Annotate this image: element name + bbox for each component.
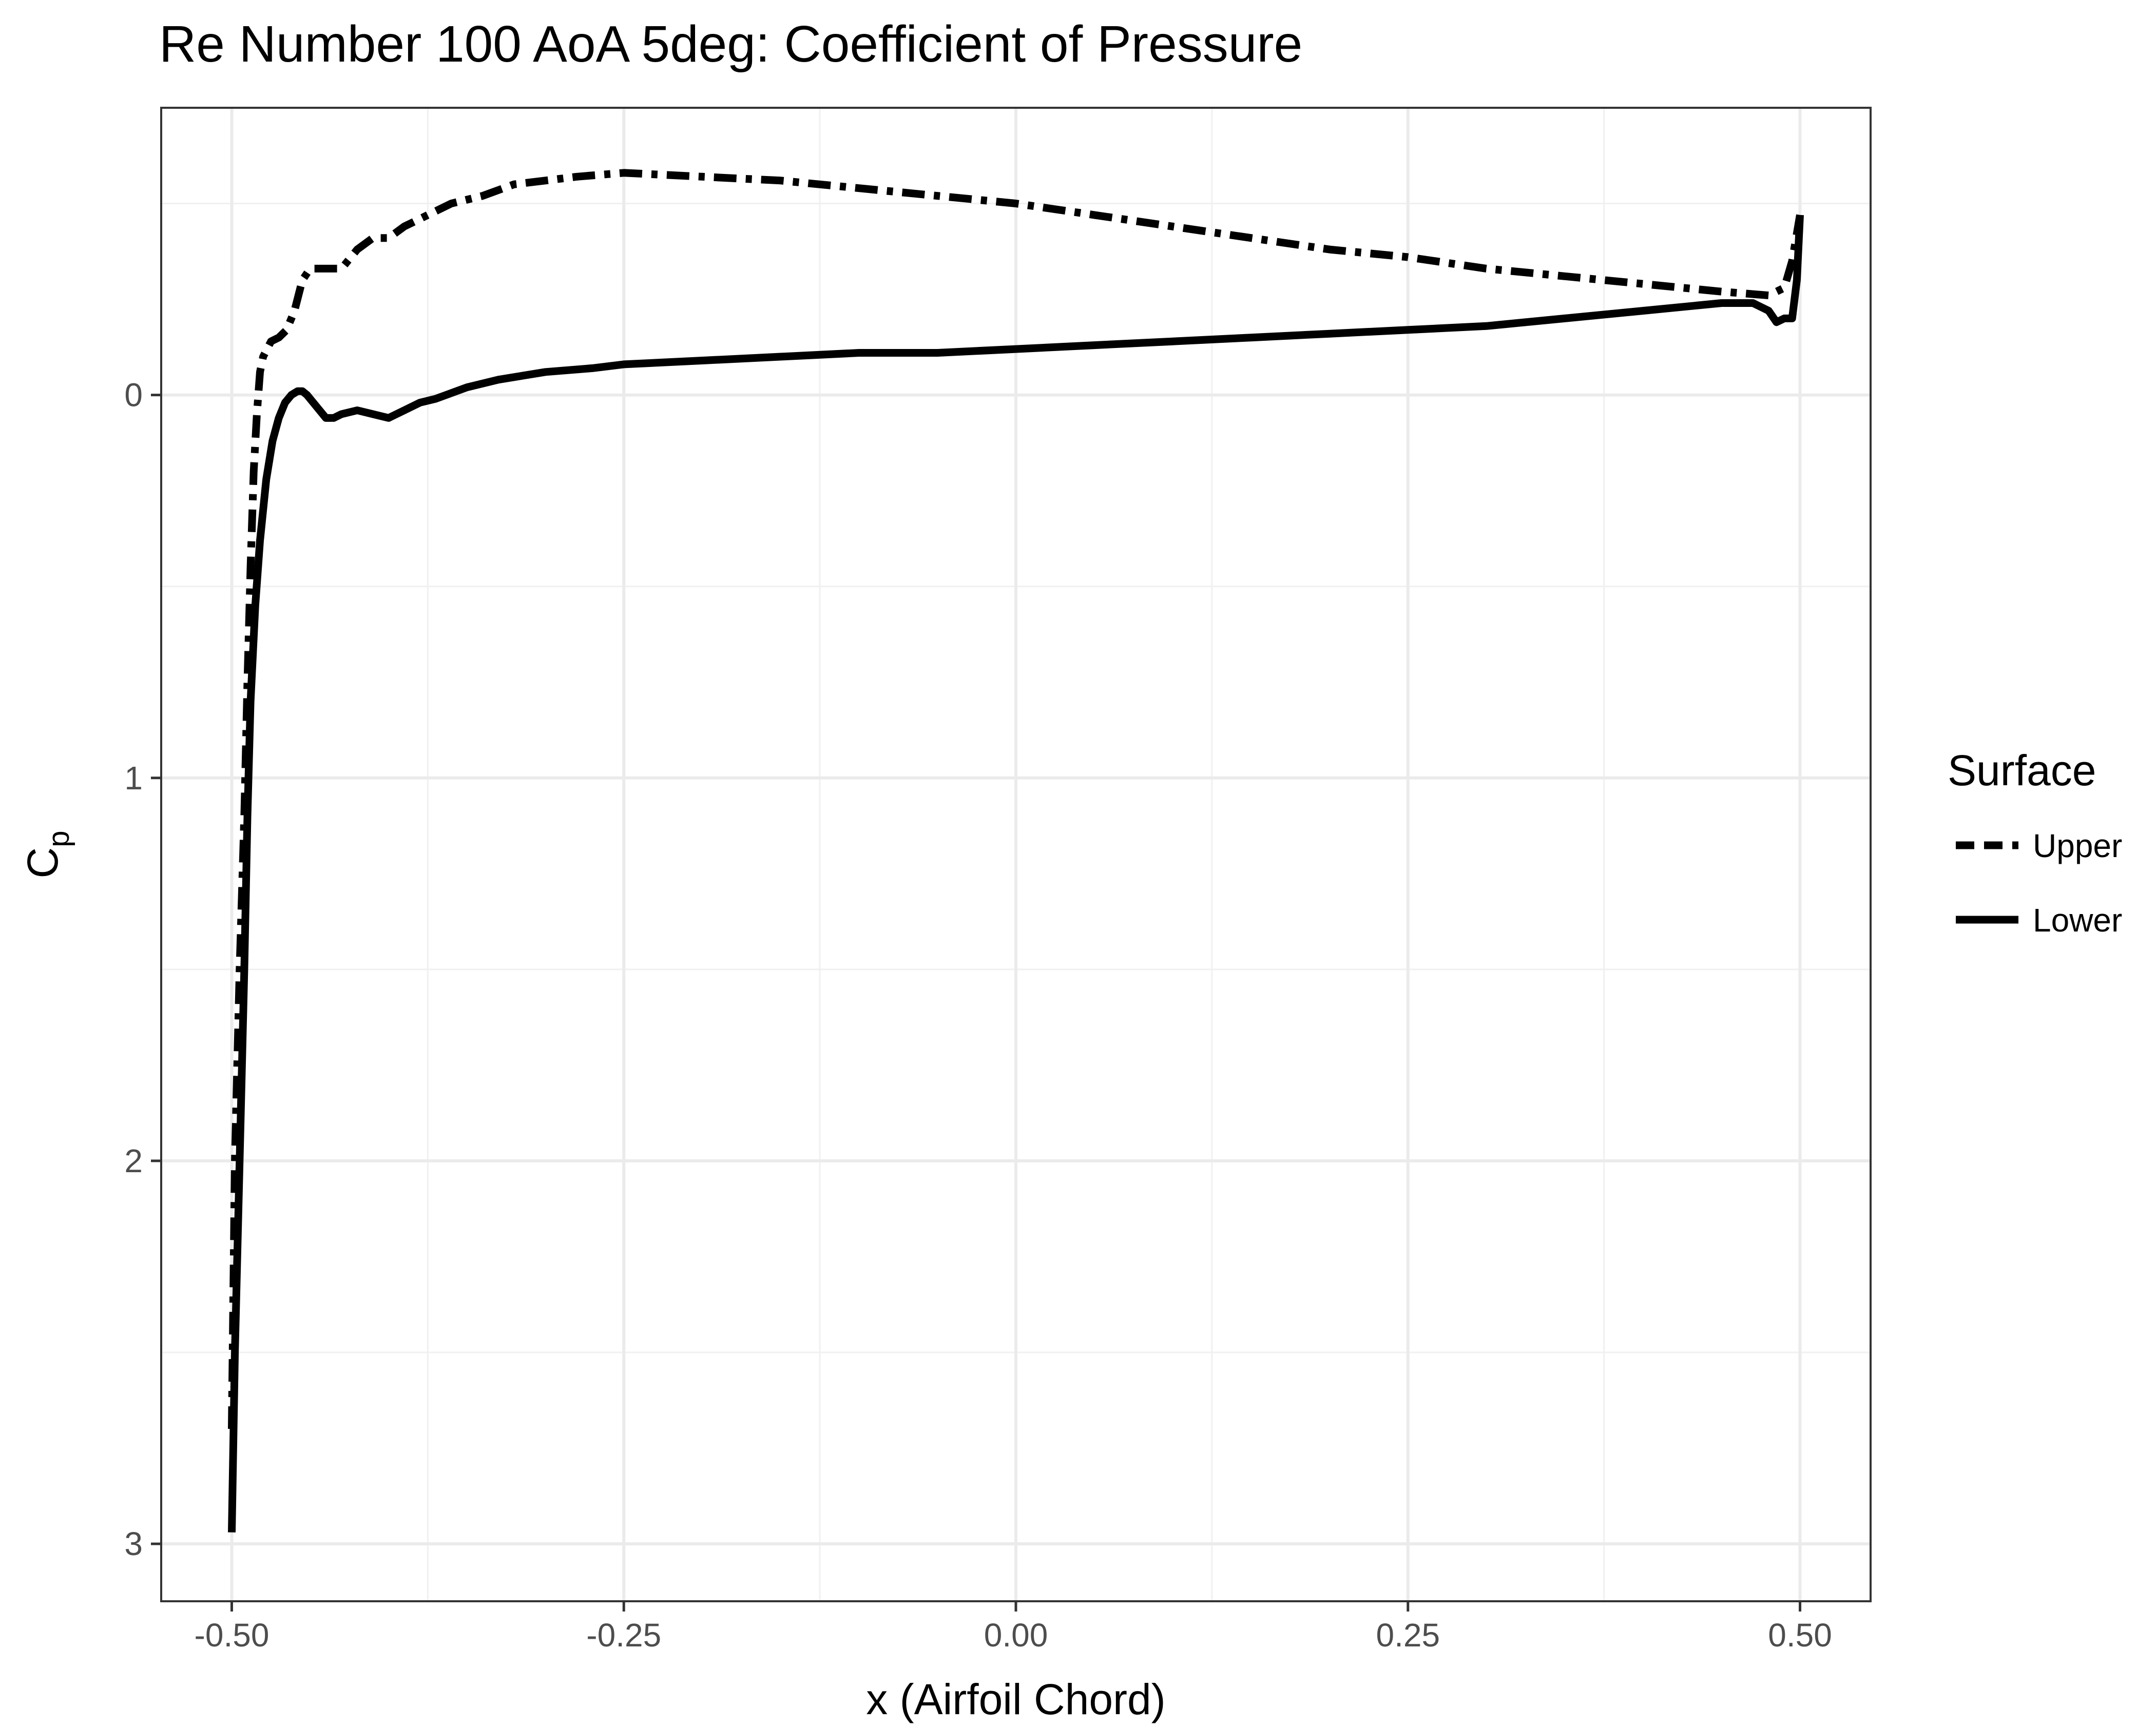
y-axis-ticks: 0 1 2 3 bbox=[124, 377, 161, 1562]
legend: Surface Upper Lower bbox=[1948, 746, 2122, 939]
x-tick-label-1: -0.25 bbox=[586, 1617, 661, 1654]
x-axis-ticks: -0.50 -0.25 0.00 0.25 0.50 bbox=[195, 1601, 1832, 1654]
legend-entry-lower: Lower bbox=[1956, 902, 2122, 939]
y-tick-label-1: 1 bbox=[124, 760, 143, 797]
series-layer bbox=[228, 169, 1804, 1532]
plot-panel bbox=[160, 107, 1872, 1602]
y-axis-title-text: Cp bbox=[18, 831, 75, 879]
x-tick-label-2: 0.00 bbox=[984, 1617, 1048, 1654]
legend-title: Surface bbox=[1948, 746, 2096, 794]
y-tick-label-3: 3 bbox=[124, 1525, 143, 1562]
y-axis-title-sub: p bbox=[42, 831, 75, 847]
legend-entry-upper: Upper bbox=[1956, 827, 2122, 864]
y-axis-title-main: C bbox=[18, 847, 67, 879]
series-line-lower bbox=[228, 215, 1804, 1532]
legend-label-upper: Upper bbox=[2033, 827, 2122, 864]
y-tick-label-0: 0 bbox=[124, 377, 143, 414]
chart-title: Re Number 100 AoA 5deg: Coefficient of P… bbox=[159, 15, 1302, 73]
y-tick-label-2: 2 bbox=[124, 1142, 143, 1179]
x-tick-label-4: 0.50 bbox=[1768, 1617, 1832, 1654]
x-axis-title: x (Airfoil Chord) bbox=[866, 1675, 1165, 1723]
legend-label-lower: Lower bbox=[2033, 902, 2122, 939]
series-line-upper bbox=[228, 169, 1804, 1429]
x-tick-label-3: 0.25 bbox=[1376, 1617, 1440, 1654]
y-axis-title: Cp bbox=[18, 831, 75, 879]
x-tick-label-0: -0.50 bbox=[195, 1617, 270, 1654]
